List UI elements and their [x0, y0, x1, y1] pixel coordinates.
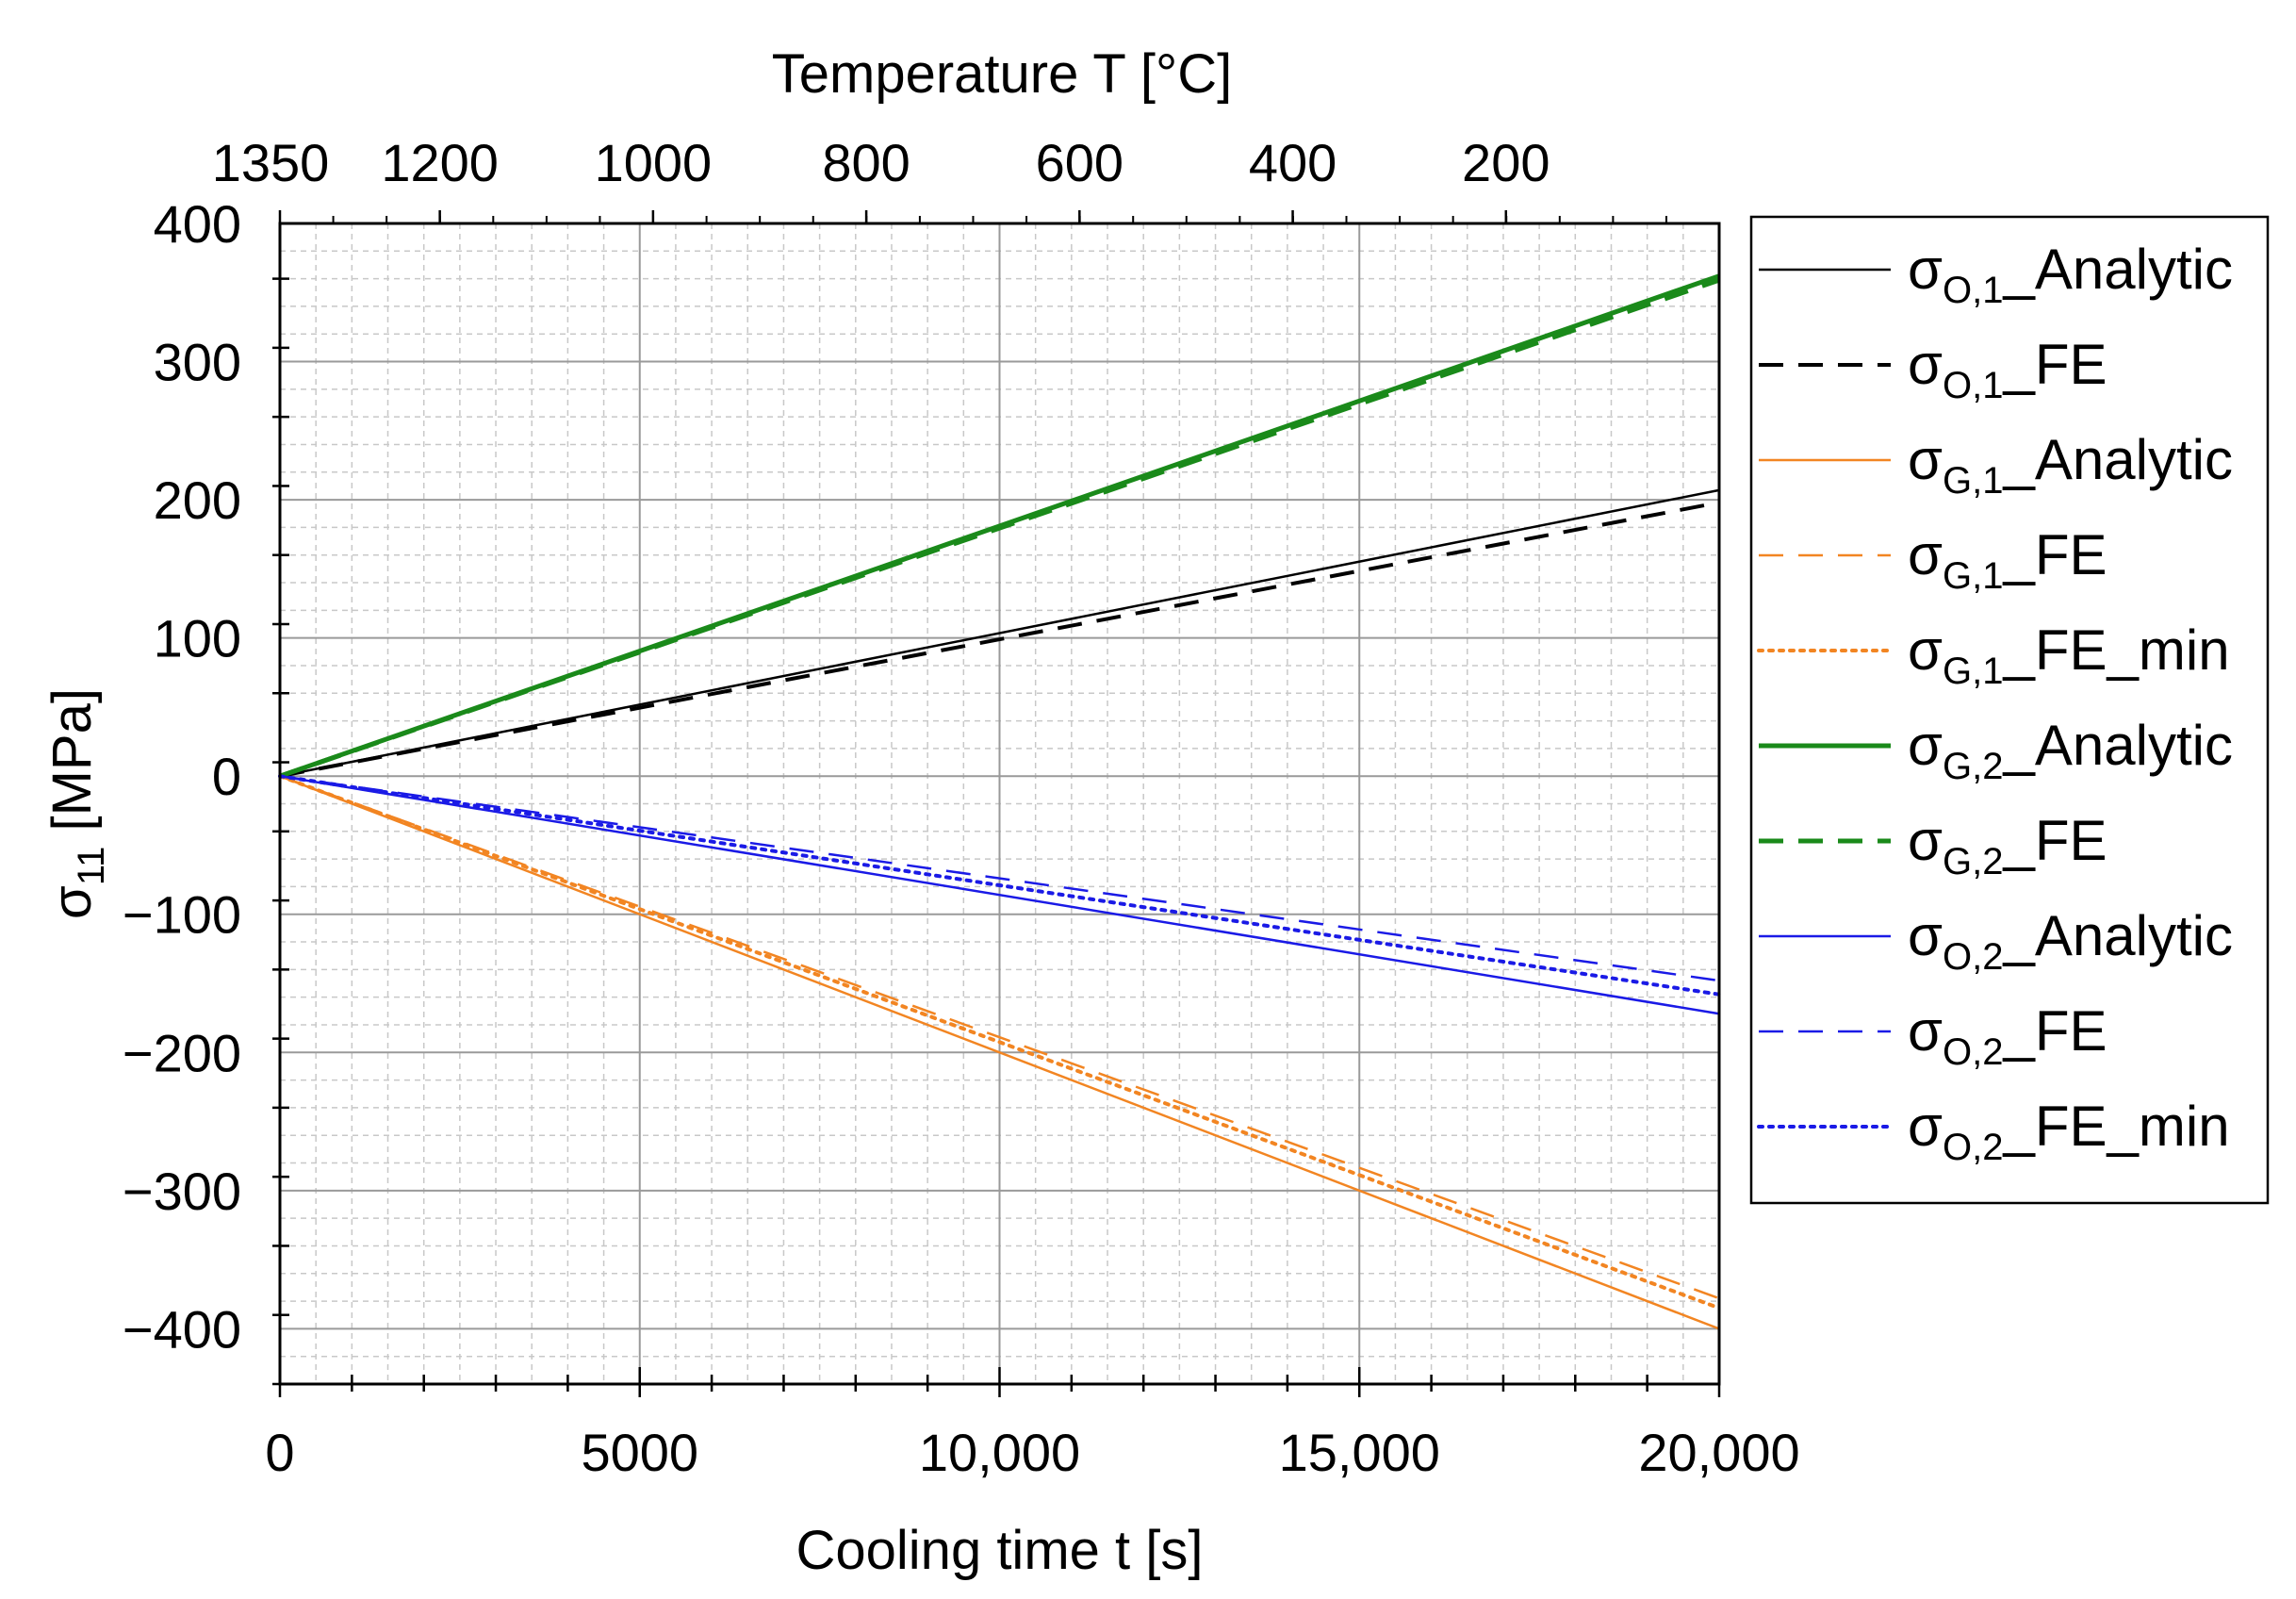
legend-label-symbol: σ — [1908, 333, 1943, 396]
legend-label-symbol: σ — [1908, 714, 1943, 777]
y-axis-title-subscript: 11 — [71, 847, 112, 886]
x-tick-label: 20,000 — [1638, 1423, 1799, 1482]
legend-label-5: σG,2_Analytic — [1908, 714, 2233, 787]
legend-label-suffix: _FE — [2003, 999, 2107, 1063]
legend-label-subscript: G,2 — [1943, 746, 2003, 787]
legend-label-suffix: _FE_min — [2003, 618, 2230, 682]
legend-label-subscript: O,2 — [1943, 1031, 2003, 1073]
x2-tick-label: 1200 — [381, 133, 499, 192]
y-axis-title-symbol: σ — [41, 885, 103, 919]
series-line-3 — [279, 775, 1720, 1300]
series-line-4 — [278, 774, 1721, 1311]
legend-label-suffix: _Analytic — [2003, 428, 2233, 491]
legend-label-symbol: σ — [1908, 238, 1943, 301]
legend-label-subscript: O,2 — [1943, 936, 2003, 978]
legend-label-3: σG,1_FE — [1908, 523, 2107, 597]
legend-label-7: σO,2_Analytic — [1908, 904, 2233, 978]
series-line-8 — [279, 774, 1720, 982]
legend-label-2: σG,1_Analytic — [1908, 428, 2233, 502]
x-tick-label: 0 — [265, 1423, 294, 1482]
grid — [279, 223, 1720, 1385]
x-tick-label: 10,000 — [919, 1423, 1080, 1482]
y-axis-title: σ11 [MPa] — [41, 688, 112, 919]
legend-label-suffix: _Analytic — [2003, 238, 2233, 301]
x2-tick-label: 400 — [1249, 133, 1337, 192]
legend-label-subscript: O,2 — [1943, 1127, 2003, 1168]
y-axis-title-unit: [MPa] — [41, 688, 103, 847]
legend-label-symbol: σ — [1908, 809, 1943, 872]
legend-box — [1749, 215, 2270, 1205]
series-line-2 — [279, 775, 1720, 1330]
x2-tick-label: 600 — [1036, 133, 1123, 192]
y-tick-label: 400 — [154, 194, 241, 254]
legend-label-subscript: O,1 — [1943, 365, 2003, 406]
y-tick-label: 100 — [154, 609, 241, 668]
series-line-9 — [278, 774, 1721, 997]
plot-series — [278, 273, 1721, 1330]
y-tick-label: −300 — [123, 1162, 241, 1221]
legend-label-symbol: σ — [1908, 523, 1943, 586]
legend-label-suffix: _FE_min — [2003, 1095, 2230, 1158]
legend-label-4: σG,1_FE_min — [1908, 618, 2230, 692]
y-tick-label: −100 — [123, 885, 241, 945]
y-tick-label: 300 — [154, 333, 241, 392]
series-line-7 — [279, 774, 1720, 1015]
legend-label-symbol: σ — [1908, 999, 1943, 1063]
series-line-1 — [279, 501, 1720, 779]
x2-tick-label: 800 — [822, 133, 910, 192]
y-tick-label: −400 — [123, 1299, 241, 1359]
x2-tick-label: 1000 — [595, 133, 713, 192]
legend-label-8: σO,2_FE — [1908, 999, 2107, 1073]
axis-ticks — [272, 210, 1721, 1397]
legend-label-symbol: σ — [1908, 904, 1943, 967]
legend-label-9: σO,2_FE_min — [1908, 1095, 2230, 1168]
legend-label-0: σO,1_Analytic — [1908, 238, 2233, 311]
legend-label-subscript: O,1 — [1943, 270, 2003, 311]
legend-label-subscript: G,1 — [1943, 460, 2003, 502]
y-tick-label: −200 — [123, 1023, 241, 1082]
x-tick-label: 5000 — [581, 1423, 698, 1482]
y-tick-label: 0 — [212, 747, 241, 806]
y-tick-label: 200 — [154, 470, 241, 530]
legend-label-subscript: G,2 — [1943, 841, 2003, 882]
legend-label-6: σG,2_FE — [1908, 809, 2107, 882]
x2-tick-label: 1350 — [212, 133, 330, 192]
legend-label-subscript: G,1 — [1943, 555, 2003, 597]
legend-label-suffix: _FE — [2003, 333, 2107, 396]
tick-labels: 0 5000 10,000 15,000 20,0004003002001000−100… — [123, 133, 1800, 1482]
legend-label-1: σO,1_FE — [1908, 333, 2107, 406]
legend-label-suffix: _Analytic — [2003, 904, 2233, 967]
x-tick-label: 15,000 — [1279, 1423, 1440, 1482]
legend-label-suffix: _FE — [2003, 809, 2107, 872]
legend-label-suffix: _FE — [2003, 523, 2107, 586]
legend-label-symbol: σ — [1908, 428, 1943, 491]
legend-label-symbol: σ — [1908, 1095, 1943, 1158]
legend: σO,1_AnalyticσO,1_FEσG,1_AnalyticσG,1_FE… — [1749, 215, 2270, 1205]
series-line-0 — [279, 488, 1720, 778]
x2-tick-label: 200 — [1462, 133, 1550, 192]
legend-label-subscript: G,1 — [1943, 651, 2003, 692]
series-line-6 — [279, 277, 1720, 779]
x-axis-title: Cooling time t [s] — [796, 1520, 1204, 1581]
top-axis-title: Temperature T [°C] — [772, 43, 1232, 105]
legend-label-suffix: _Analytic — [2003, 714, 2233, 777]
legend-label-symbol: σ — [1908, 618, 1943, 682]
